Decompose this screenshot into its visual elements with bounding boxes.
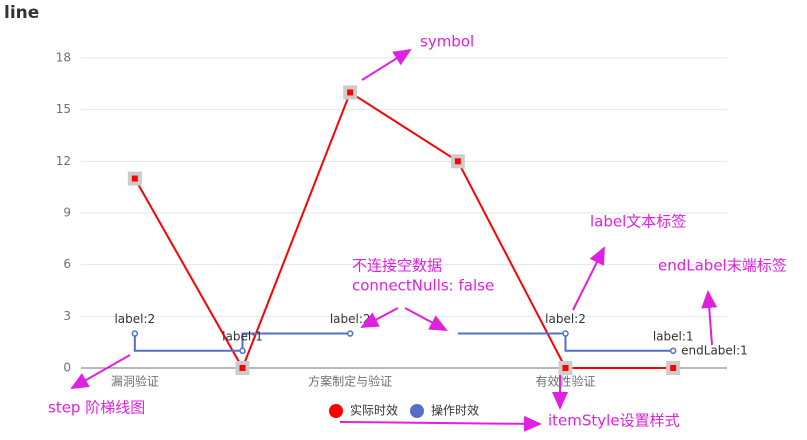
data-label: label:2 (114, 312, 155, 326)
x-tick-label: 方案制定与验证 (308, 374, 392, 389)
line (133, 90, 674, 371)
point (562, 330, 569, 337)
legend-marker (410, 404, 424, 418)
point (239, 347, 246, 355)
legend-label: 实际时效 (350, 403, 398, 418)
y-tick-label: 9 (63, 206, 71, 220)
annotation: 不连接空数据 (352, 257, 442, 275)
annotation-arrow (701, 290, 718, 346)
annotation-arrow (70, 354, 131, 389)
y-tick-label: 6 (63, 257, 71, 271)
annotation-arrow (361, 48, 412, 81)
annotation-arrow (572, 246, 605, 311)
legend-label: 操作时效 (431, 403, 479, 418)
data-label: label:2 (330, 312, 371, 326)
data-label: label:1 (222, 329, 263, 343)
annotation: symbol (420, 33, 474, 51)
data-label: label:2 (545, 312, 586, 326)
annotation: step 阶梯线图 (48, 399, 145, 417)
legend-marker (329, 404, 343, 418)
annotation: label文本标签 (590, 213, 686, 231)
symbol-core (454, 158, 461, 165)
annotation-arrow (404, 307, 448, 331)
annotation: endLabel末端标签 (658, 257, 787, 275)
annotation-arrow (339, 415, 542, 432)
data-label: label:1 (653, 329, 694, 343)
y-tick-label: 0 (63, 361, 71, 375)
symbol-core (562, 365, 569, 371)
symbol-core (347, 89, 354, 96)
point (346, 330, 354, 337)
y-tick-label: 3 (63, 309, 71, 323)
end-label: endLabel:1 (681, 343, 748, 357)
annotation-arrow (360, 307, 399, 328)
x-tick-label: 漏洞验证 (111, 374, 159, 389)
symbol-core (131, 175, 138, 182)
symbol-core (670, 365, 677, 371)
step-line (564, 333, 674, 352)
annotation: itemStyle设置样式 (548, 412, 680, 430)
y-tick-label: 12 (56, 154, 71, 168)
point (131, 330, 139, 337)
y-tick-label: 18 (56, 51, 71, 65)
annotations: symbol label文本标签 endLabel末端标签 不连接空数据 con… (48, 33, 787, 432)
x-tick-label: 有效性验证 (535, 374, 595, 389)
annotation: connectNulls: false (352, 277, 494, 295)
point (669, 347, 677, 355)
step-line (133, 333, 243, 352)
chart-title: line (4, 3, 39, 23)
plot: 0 3 6 9 12 15 18 漏洞验证 方案制定与验证 有效性验证 label:2 label:1… (56, 51, 748, 418)
step-line (241, 332, 351, 351)
symbol-core (239, 365, 246, 371)
y-tick-label: 15 (56, 102, 71, 116)
